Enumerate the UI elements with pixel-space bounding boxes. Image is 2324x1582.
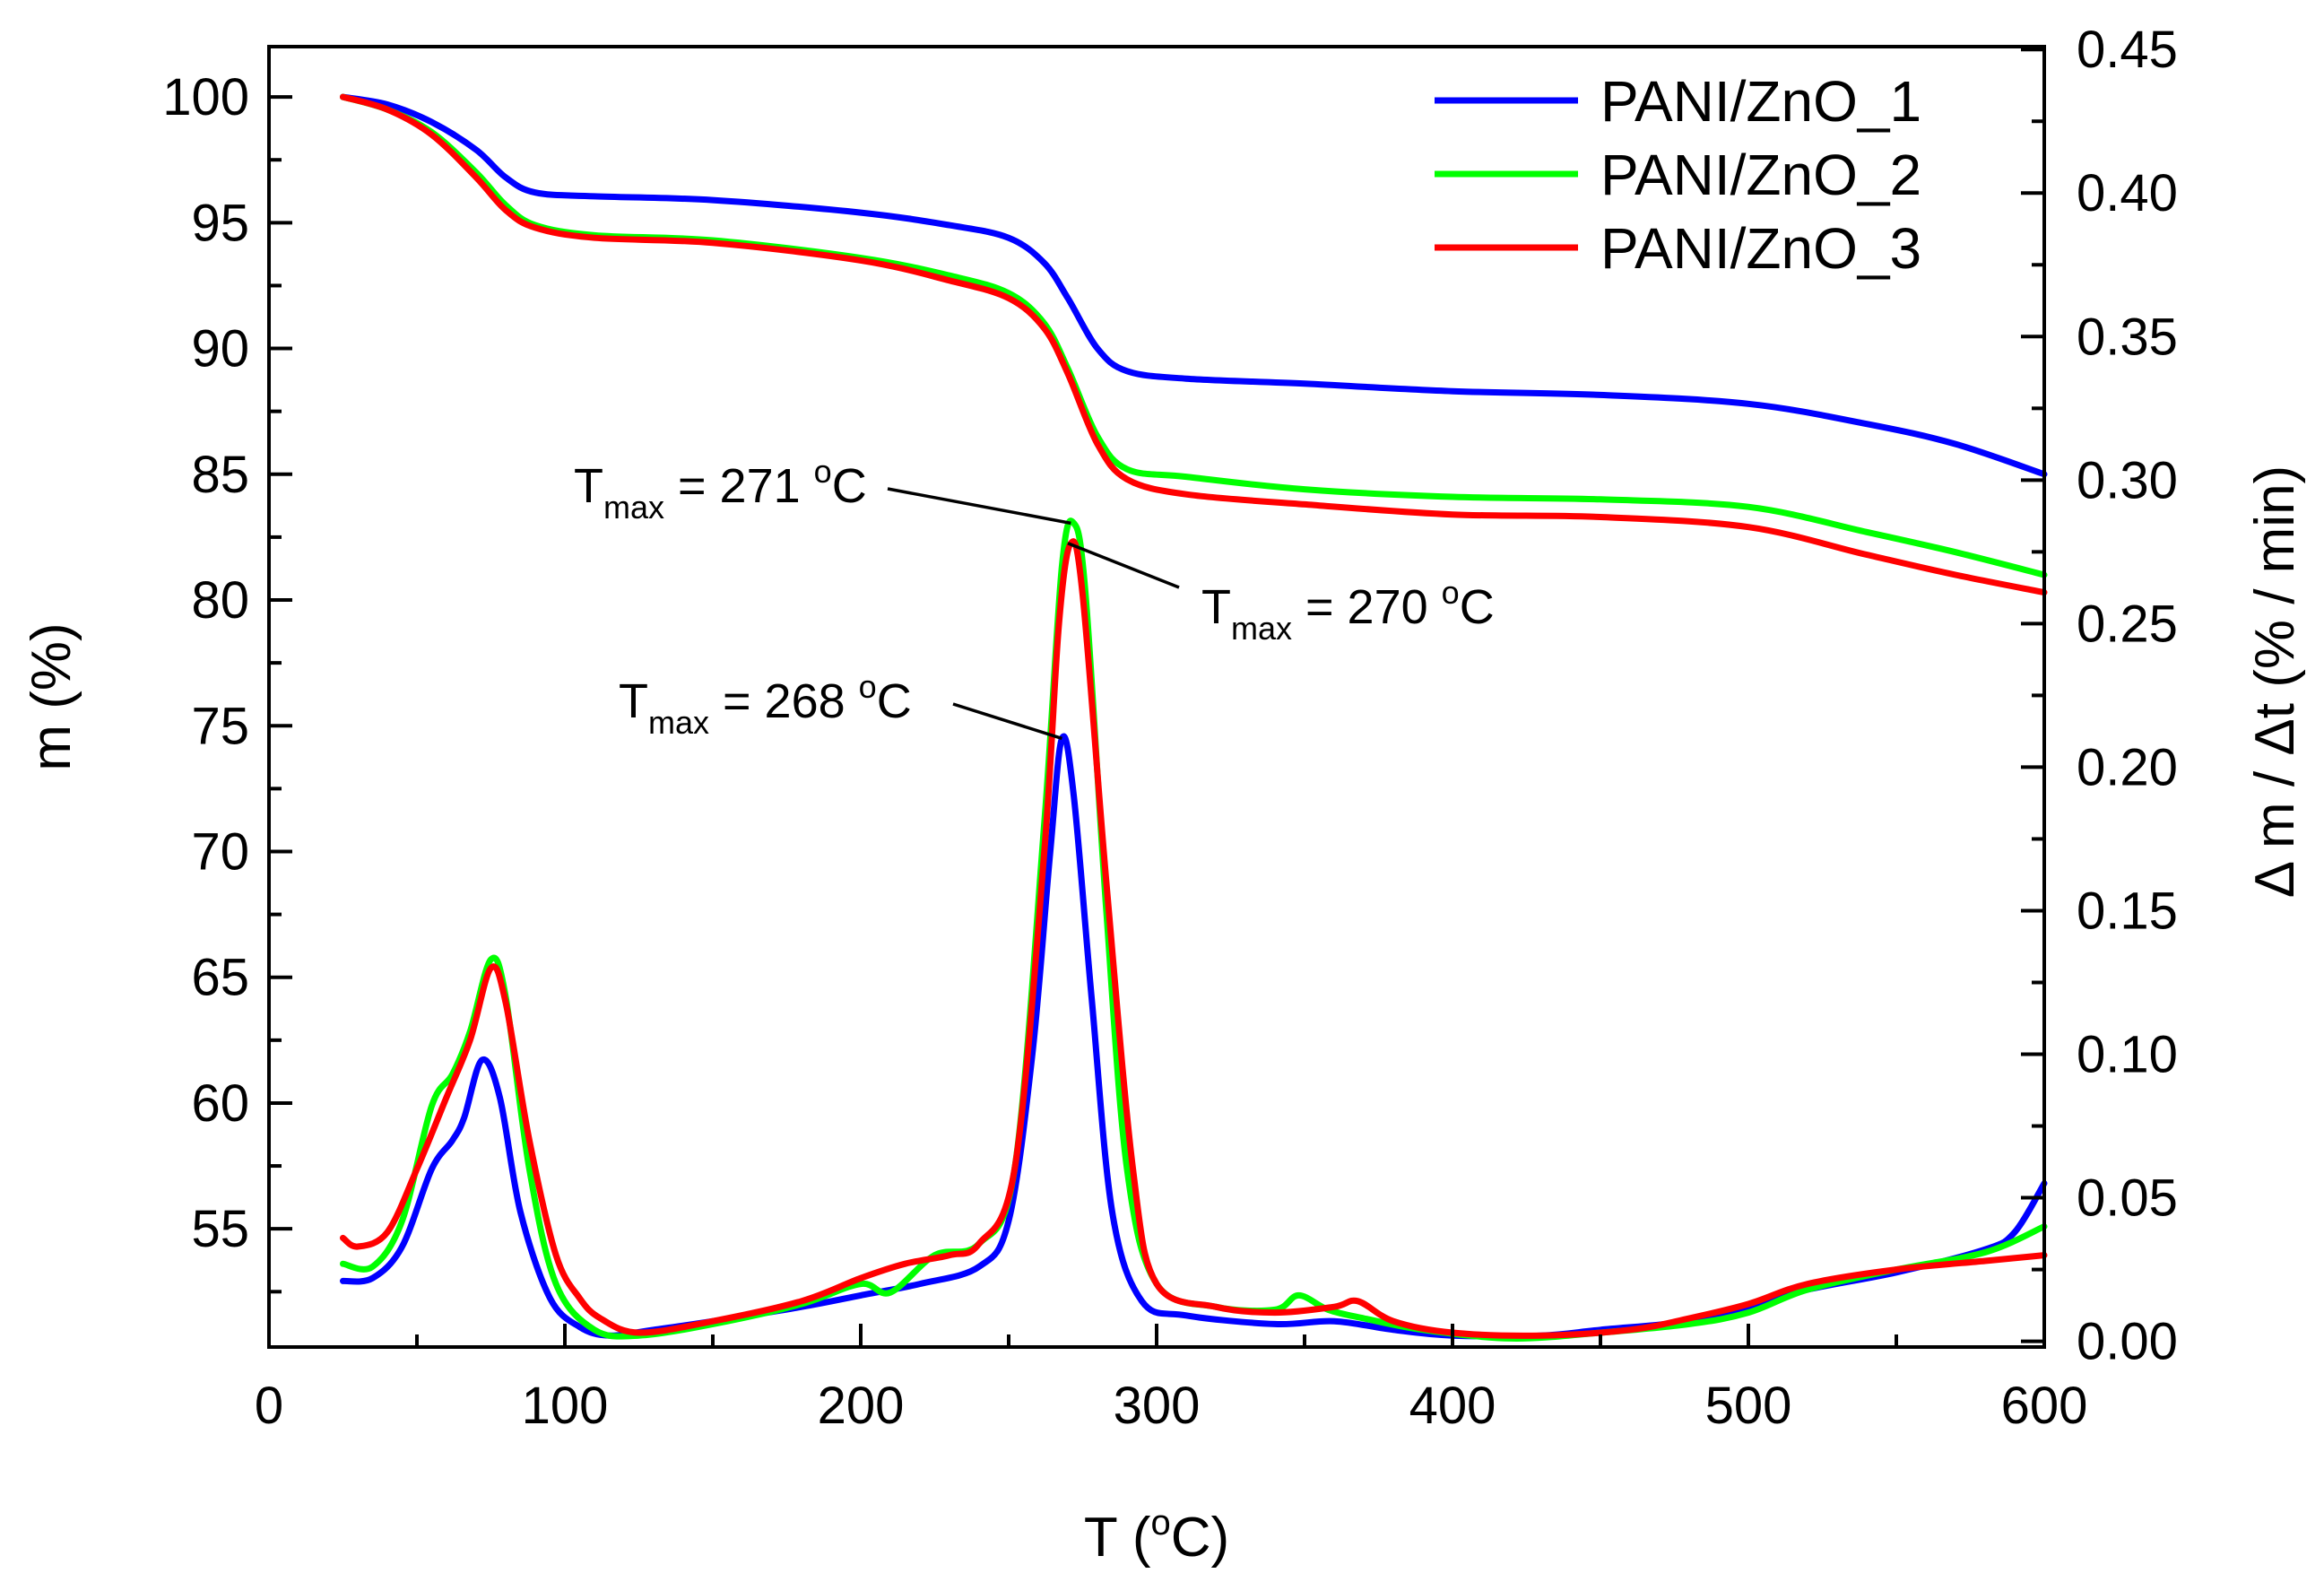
y-right-tick-label: 0.05 [2077,1169,2178,1228]
x-tick-label: 100 [522,1377,609,1435]
y-axis-left-title: m (%) [21,622,82,770]
legend-label: PANI/ZnO_1 [1600,69,1921,134]
annotation-degree: o [814,453,832,490]
x-tick-label: 200 [818,1377,905,1435]
annotation-subscript: max [603,489,664,526]
annotation-subscript: max [1231,610,1292,647]
annotation-tmax-label: Tmax = 270 oC [1201,574,1495,647]
x-tick-label: 400 [1409,1377,1496,1435]
y-left-tick-label: 55 [191,1200,249,1258]
y-left-tick-label: 75 [191,697,249,755]
annotation-unit: C [832,459,867,513]
annotation-value: = 268 [709,674,859,728]
annotation-value: = 271 [664,459,814,513]
y-left-tick-label: 100 [162,68,249,126]
x-tick-label: 500 [1705,1377,1792,1435]
y-left-tick-label: 95 [191,194,249,252]
x-axis-title-prefix: T ( [1084,1507,1151,1569]
x-axis: 0 100 200 300 400 500 600 [255,1324,2088,1435]
series-line-tg-pani-zno-3 [340,93,2048,596]
x-tick-label: 0 [255,1377,283,1435]
y-left-tick-label: 90 [191,320,249,378]
y-right-tick-label: 0.20 [2077,738,2178,796]
annotation-degree: o [859,668,877,705]
y-left-tick-label: 60 [191,1074,249,1133]
y-right-tick-label: 0.10 [2077,1026,2178,1084]
series-line-dtg-pani-zno-3 [340,538,2048,1339]
annotation-leader-line [1067,542,1180,589]
x-axis-title: T (oC) [1084,1503,1229,1569]
y-right-tick-label: 0.15 [2077,882,2178,940]
annotation-symbol: T [1201,580,1231,634]
y-axis-right: 0.00 0.05 0.10 0.15 0.20 0.25 0.30 0.35 0.40 0.45 [2021,21,2178,1371]
y-axis-right-title: Δ m / Δt (% / min) [2244,465,2306,898]
series-line-tg-pani-zno-1 [340,93,2048,478]
legend-label: PANI/ZnO_3 [1600,216,1921,281]
annotation-tmax-label: Tmax = 268 oC [619,668,912,741]
legend: PANI/ZnO_1 PANI/ZnO_2 PANI/ZnO_3 [1435,69,1921,281]
legend-label: PANI/ZnO_2 [1600,143,1921,207]
y-right-tick-label: 0.00 [2077,1313,2178,1371]
annotation-symbol: T [574,459,603,513]
y-left-tick-label: 85 [191,446,249,504]
y-right-tick-label: 0.25 [2077,595,2178,653]
annotation-leader-line [952,702,1062,741]
annotation-subscript: max [648,704,709,741]
y-right-tick-label: 0.35 [2077,308,2178,366]
y-axis-left: 55 60 65 70 75 80 85 90 95 100 [162,68,292,1294]
y-right-tick-label: 0.30 [2077,451,2178,509]
y-right-tick-label: 0.45 [2077,21,2178,79]
x-axis-title-suffix: C) [1171,1507,1229,1569]
annotation-unit: C [877,674,912,728]
x-tick-label: 600 [2001,1377,2088,1435]
x-axis-title-sup: o [1150,1503,1170,1543]
y-right-tick-label: 0.40 [2077,164,2178,222]
annotation-unit: C [1460,580,1495,634]
curves-layer [340,93,2048,1342]
annotation-symbol: T [619,674,648,728]
y-left-tick-label: 65 [191,949,249,1007]
x-tick-label: 300 [1114,1377,1201,1435]
annotation-value: = 270 [1292,580,1442,634]
annotation-tmax-label: Tmax = 271 oC [574,453,867,526]
y-left-tick-label: 80 [191,571,249,630]
annotation-leader-line [887,487,1071,526]
y-left-tick-label: 70 [191,822,249,881]
annotation-degree: o [1442,574,1460,611]
